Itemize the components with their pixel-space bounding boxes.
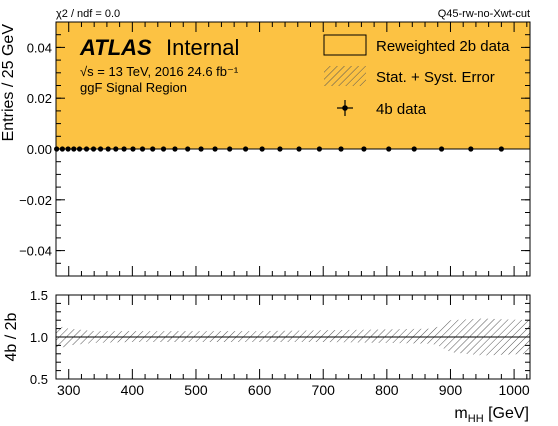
main-y-tick-label: 0.04 (27, 40, 52, 55)
legend-label-4b: 4b data (376, 101, 427, 118)
x-tick-label: 500 (184, 382, 208, 398)
legend: Reweighted 2b data Stat. + Syst. Error 4… (323, 34, 510, 118)
chi2-label: χ2 / ndf = 0.0 (56, 8, 120, 20)
ratio-y-ticks: 0.5 1.0 1.5 (30, 288, 530, 387)
energy-lumi-label: √s = 13 TeV, 2016 24.6 fb⁻¹ (80, 64, 239, 79)
legend-label-error: Stat. + Syst. Error (376, 69, 495, 86)
x-tick-label: 1000 (499, 382, 530, 398)
atlas-logo: ATLAS (79, 35, 152, 60)
main-y-tick-label: −0.04 (19, 244, 52, 259)
region-label: ggF Signal Region (80, 80, 187, 95)
main-y-tick-label: −0.02 (19, 193, 52, 208)
ratio-x-ticks: 300 400 500 600 700 800 900 1000 (57, 295, 530, 398)
main-panel: −0.04−0.020.000.020.04 Entries / 25 GeV … (0, 21, 531, 277)
legend-swatch-error (324, 66, 366, 86)
ratio-y-axis-label: 4b / 2b (3, 312, 20, 361)
x-tick-label: 800 (375, 382, 399, 398)
x-axis-label: mHH [GeV] (454, 405, 529, 425)
legend-label-2b: Reweighted 2b data (376, 38, 510, 55)
x-tick-label: 300 (57, 382, 81, 398)
plot-tag: Q45-rw-no-Xwt-cut (438, 8, 530, 20)
x-tick-label: 700 (312, 382, 336, 398)
legend-marker-4b (342, 105, 348, 111)
x-tick-label: 600 (248, 382, 272, 398)
main-x-ticks (68, 22, 528, 276)
ratio-y-tick-label: 0.5 (30, 372, 48, 387)
atlas-status: Internal (166, 35, 239, 60)
reweighted-2b-fill (56, 22, 530, 149)
legend-swatch-2b (323, 34, 367, 56)
ratio-panel: 0.5 1.0 1.5 300 400 500 600 700 800 900 1000 4b /… (3, 288, 531, 425)
x-tick-label: 900 (439, 382, 463, 398)
x-tick-label: 400 (121, 382, 145, 398)
main-y-tick-label: 0.02 (27, 91, 52, 106)
main-y-axis-label: Entries / 25 GeV (0, 24, 17, 142)
ratio-y-tick-label: 1.0 (30, 330, 48, 345)
main-y-tick-label: 0.00 (27, 142, 52, 157)
ratio-y-tick-label: 1.5 (30, 288, 48, 303)
